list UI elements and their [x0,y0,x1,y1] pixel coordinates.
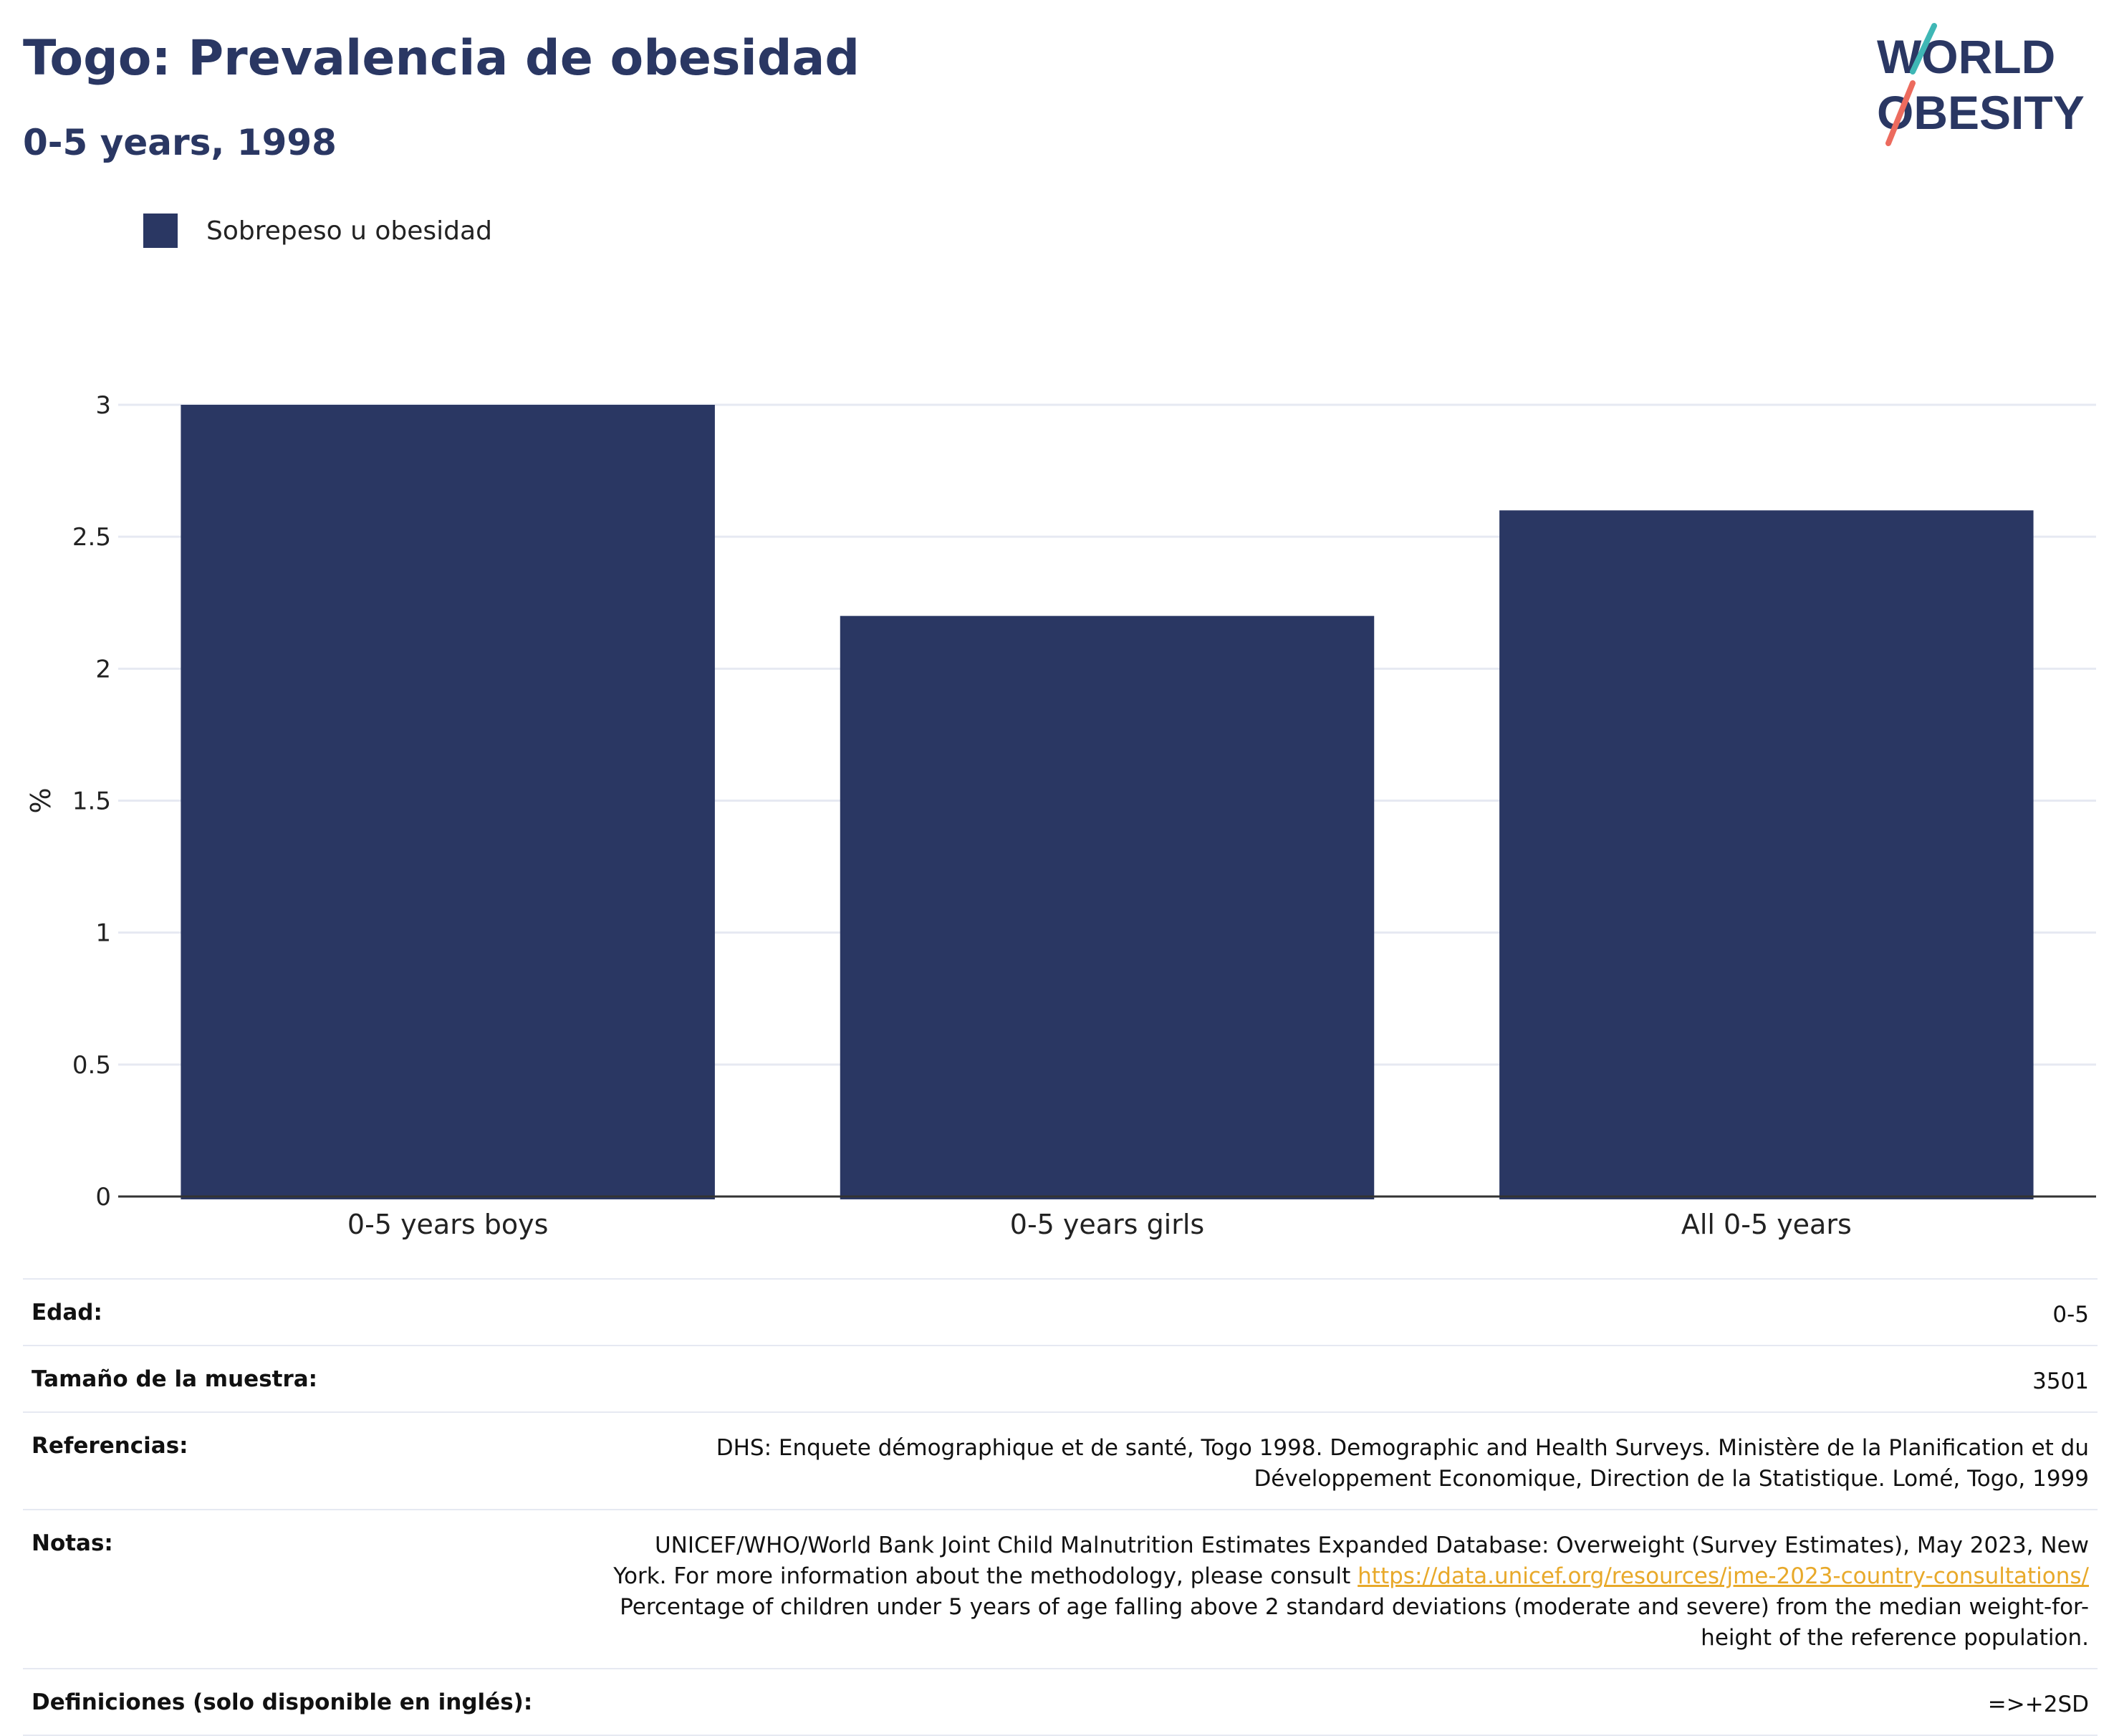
y-tick-label: 3 [95,391,111,420]
notes-line: UNICEF/WHO/World Bank Joint Child Malnut… [654,1533,2089,1558]
notes-line: height of the reference population. [1701,1625,2089,1651]
info-row-age: Edad: 0-5 [23,1278,2098,1345]
bar [181,405,715,1199]
notes-value: UNICEF/WHO/World Bank Joint Child Malnut… [613,1530,2089,1654]
references-value: DHS: Enquete démographique et de santé, … [716,1433,2089,1495]
sample-label: Tamaño de la muestra: [32,1366,318,1392]
bar [1499,510,2034,1199]
x-tick-label: 0-5 years boys [347,1209,548,1240]
notes-line: York. For more information about the met… [613,1561,2089,1592]
world-obesity-logo: WORLD OBESITY [1877,23,2085,146]
info-row-notes: Notas: UNICEF/WHO/World Bank Joint Child… [23,1509,2098,1668]
page-subtitle: 0-5 years, 1998 [23,122,337,163]
y-tick-label: 1 [95,919,111,948]
y-tick-label: 2.5 [72,523,111,552]
y-tick-label: 0 [95,1183,111,1212]
references-line: DHS: Enquete démographique et de santé, … [716,1435,2089,1461]
info-row-sample: Tamaño de la muestra: 3501 [23,1345,2098,1411]
age-value: 0-5 [2052,1302,2089,1328]
bar-chart: 0 0.5 1 1.5 2 2.5 3 0-5 years boys 0-5 years gir… [25,391,2096,1240]
svg-text:WORLD: WORLD [1877,30,2055,83]
y-tick-label: 0.5 [72,1051,111,1080]
page-title: Togo: Prevalencia de obesidad [23,30,860,87]
sample-value: 3501 [2032,1368,2089,1394]
notes-line: Percentage of children under 5 years of … [620,1594,2089,1620]
notes-label: Notas: [32,1530,113,1556]
methodology-link[interactable]: https://data.unicef.org/resources/jme-20… [1358,1563,2089,1589]
definitions-value: =>+2SD [1987,1692,2089,1717]
references-line: Développement Economique, Direction de l… [1254,1466,2089,1492]
legend-label: Sobrepeso u obesidad [206,216,492,246]
info-row-references: Referencias: DHS: Enquete démographique … [23,1411,2098,1509]
definitions-label: Definiciones (solo disponible en inglés)… [32,1689,533,1715]
legend-swatch [143,214,178,248]
info-row-definitions: Definiciones (solo disponible en inglés)… [23,1668,2098,1736]
y-tick-label: 1.5 [72,787,111,816]
x-tick-label: All 0-5 years [1681,1209,1852,1240]
age-label: Edad: [32,1300,102,1325]
svg-text:OBESITY: OBESITY [1877,86,2085,139]
y-axis-label: % [25,787,57,813]
notes-line-text: York. For more information about the met… [613,1563,1351,1589]
info-table: Edad: 0-5 Tamaño de la muestra: 3501 Ref… [23,1278,2098,1736]
y-tick-label: 2 [95,655,111,684]
bar [840,615,1375,1199]
references-label: Referencias: [32,1433,188,1459]
x-tick-label: 0-5 years girls [1010,1209,1204,1240]
chart-legend: Sobrepeso u obesidad [143,212,492,249]
